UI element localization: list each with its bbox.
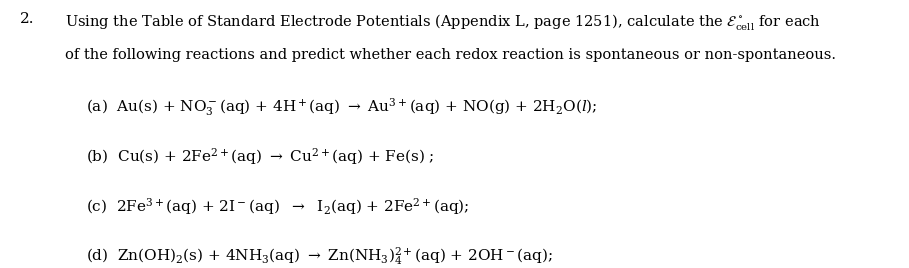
Text: of the following reactions and predict whether each redox reaction is spontaneou: of the following reactions and predict w… [65,48,836,62]
Text: Using the Table of Standard Electrode Potentials (Appendix L, page 1251), calcul: Using the Table of Standard Electrode Po… [65,12,822,32]
Text: (c)  2Fe$^{3+}$(aq) + 2I$^-$(aq)  $\rightarrow$  I$_2$(aq) + 2Fe$^{2+}$(aq);: (c) 2Fe$^{3+}$(aq) + 2I$^-$(aq) $\righta… [86,196,470,217]
Text: (a)  Au(s) + NO$_3^-$(aq) + 4H$^+$(aq) $\rightarrow$ Au$^{3+}$(aq) + NO(g) + 2H$: (a) Au(s) + NO$_3^-$(aq) + 4H$^+$(aq) $\… [86,96,598,118]
Text: (d)  Zn(OH)$_2$(s) + 4NH$_3$(aq) $\rightarrow$ Zn(NH$_3$)$_4^{2+}$(aq) + 2OH$^-$: (d) Zn(OH)$_2$(s) + 4NH$_3$(aq) $\righta… [86,245,554,267]
Text: 2.: 2. [20,12,35,26]
Text: (b)  Cu(s) + 2Fe$^{2+}$(aq) $\rightarrow$ Cu$^{2+}$(aq) + Fe(s) ;: (b) Cu(s) + 2Fe$^{2+}$(aq) $\rightarrow$… [86,146,435,167]
